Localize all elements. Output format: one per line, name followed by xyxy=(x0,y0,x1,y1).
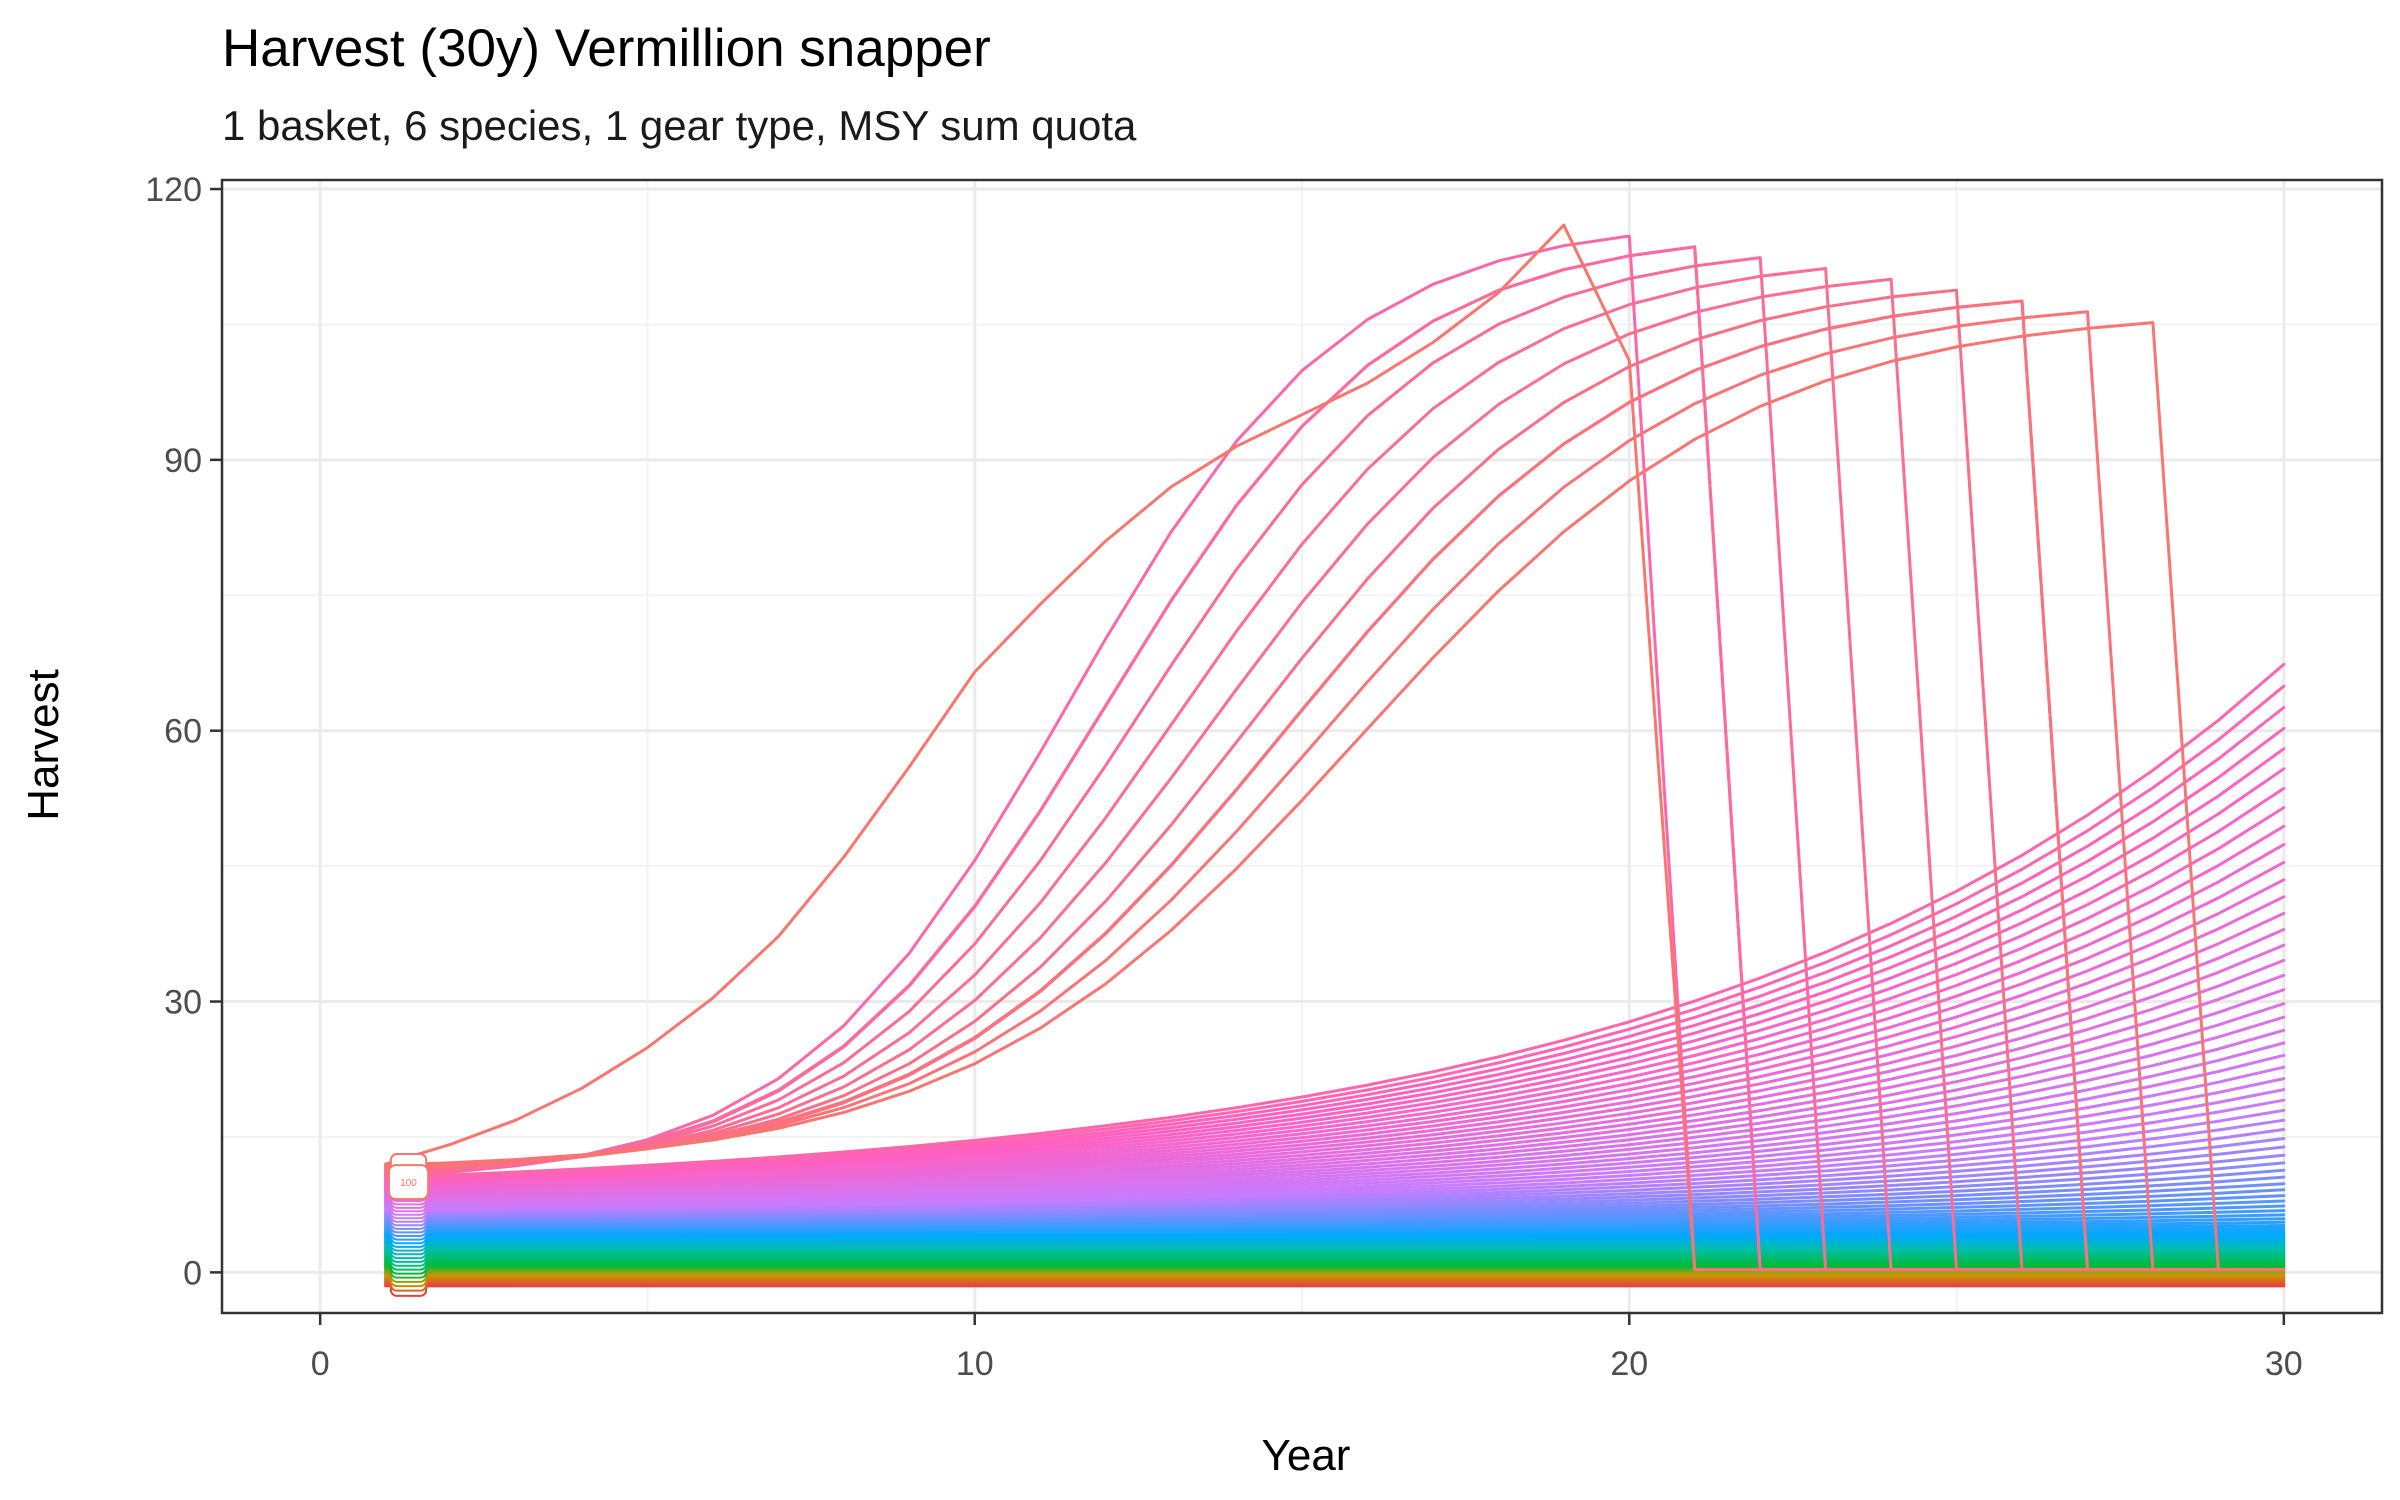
series-line xyxy=(384,706,2286,1182)
x-tick-label: 30 xyxy=(2265,1345,2303,1383)
series-line xyxy=(384,267,2286,1272)
series-line xyxy=(384,928,2286,1195)
series-line xyxy=(384,824,2286,1188)
series-line xyxy=(384,1002,2286,1201)
series-line xyxy=(384,684,2286,1180)
series-line xyxy=(384,806,2286,1187)
series-line xyxy=(384,895,2286,1193)
series-line xyxy=(384,1028,2286,1203)
series-labels: 100 xyxy=(387,1153,430,1297)
y-tick-label: 90 xyxy=(164,442,202,480)
series-line xyxy=(384,662,2286,1179)
series-line xyxy=(384,958,2286,1198)
plot-panel xyxy=(220,178,2384,1315)
series-line xyxy=(384,843,2286,1190)
y-tick-label: 30 xyxy=(164,984,202,1022)
series-line xyxy=(384,878,2286,1192)
x-tick-label: 10 xyxy=(956,1345,994,1383)
series-label-text: 100 xyxy=(400,1178,417,1189)
x-tick-label: 0 xyxy=(311,1345,330,1383)
y-tick-label: 0 xyxy=(183,1254,202,1292)
chart-title: Harvest (30y) Vermillion snapper xyxy=(222,19,991,78)
series-line xyxy=(384,786,2286,1186)
series-label-box xyxy=(387,1164,430,1201)
series-line xyxy=(384,726,2286,1183)
x-axis-title: Year xyxy=(1262,1431,1351,1480)
y-axis: 0 30 60 90 120 xyxy=(145,171,222,1292)
x-axis: 0 10 20 30 xyxy=(311,1313,2303,1383)
series-line xyxy=(384,973,2286,1199)
y-tick-label: 120 xyxy=(145,171,202,209)
series-line xyxy=(384,860,2286,1191)
series-line xyxy=(384,223,2286,1272)
chart-subtitle: 1 basket, 6 species, 1 gear type, MSY su… xyxy=(222,102,1137,149)
x-tick-label: 20 xyxy=(1610,1345,1648,1383)
series-lines xyxy=(384,223,2286,1288)
series-line xyxy=(384,911,2286,1194)
y-tick-label: 60 xyxy=(164,713,202,751)
y-axis-title: Harvest xyxy=(19,669,68,821)
series-line xyxy=(384,767,2286,1185)
series-line xyxy=(384,747,2286,1184)
series-line xyxy=(384,943,2286,1196)
series-line xyxy=(384,321,2286,1272)
